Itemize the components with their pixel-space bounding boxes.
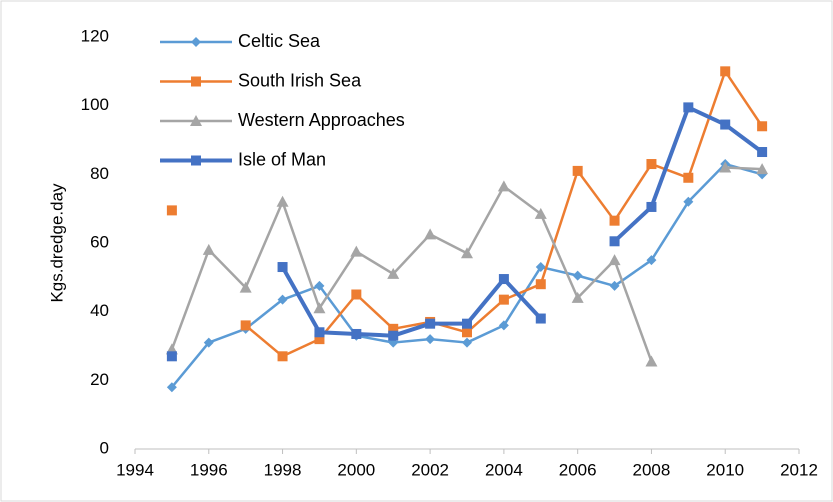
y-tick-label: 40 [90,301,109,320]
marker [646,255,657,266]
x-tick-label: 1996 [190,460,228,479]
marker [646,201,657,212]
marker [757,121,768,132]
marker [166,382,177,393]
x-tick-label: 2004 [485,460,523,479]
x-tick-label: 2002 [411,460,449,479]
marker [683,102,694,113]
marker [191,37,201,47]
marker [571,291,584,303]
marker [535,262,546,273]
y-tick-label: 20 [90,370,109,389]
y-tick-label: 80 [90,164,109,183]
marker [190,115,202,126]
marker [239,281,252,293]
marker [683,172,694,183]
marker [166,351,177,362]
marker [314,334,325,345]
marker [534,207,547,219]
marker [191,76,201,87]
marker [240,320,251,331]
marker [497,180,510,192]
marker [424,228,437,240]
marker [351,328,362,339]
marker [313,302,326,314]
marker [498,320,509,331]
x-tick-label: 2006 [559,460,597,479]
marker [609,236,620,247]
marker [609,215,620,226]
marker [720,66,731,77]
x-tick-label: 2012 [780,460,818,479]
y-axis-label: Kgs.dredge.day [47,183,66,303]
marker [461,247,473,259]
marker [388,330,399,341]
marker [756,163,769,175]
legend-label: Celtic Sea [238,31,321,51]
y-tick-label: 0 [100,438,109,457]
marker [462,337,472,348]
marker [572,165,583,176]
x-tick-label: 2000 [337,460,375,479]
marker [276,195,289,207]
marker [277,351,288,362]
legend-label: South Irish Sea [238,70,362,90]
y-tick-label: 60 [90,232,109,251]
marker [388,323,399,334]
marker [720,119,731,130]
marker [277,262,288,273]
marker [203,337,214,348]
marker [462,327,472,338]
marker [314,280,325,291]
marker [387,267,400,279]
marker [277,294,288,305]
legend-label: Western Approaches [238,110,405,130]
x-tick-label: 2010 [706,460,744,479]
marker [314,327,325,338]
marker [202,243,215,255]
marker [572,270,583,281]
marker [645,355,658,367]
marker [646,159,657,170]
marker [191,155,201,166]
marker [166,205,177,216]
marker [535,313,546,324]
marker [535,279,546,290]
marker [462,318,472,329]
y-tick-label: 100 [81,95,109,114]
marker [757,147,768,158]
marker [425,318,436,329]
marker [608,254,621,266]
x-tick-label: 2008 [633,460,671,479]
marker [425,334,436,345]
marker [351,289,362,300]
y-tick-label: 120 [81,26,109,45]
x-tick-label: 1998 [264,460,302,479]
marker [683,196,694,207]
marker [350,245,363,257]
marker [498,274,509,285]
marker [609,280,620,291]
marker [498,294,509,305]
x-tick-label: 1994 [116,460,154,479]
marker [719,161,732,173]
series-line [170,166,763,362]
legend-label: Isle of Man [238,149,326,169]
